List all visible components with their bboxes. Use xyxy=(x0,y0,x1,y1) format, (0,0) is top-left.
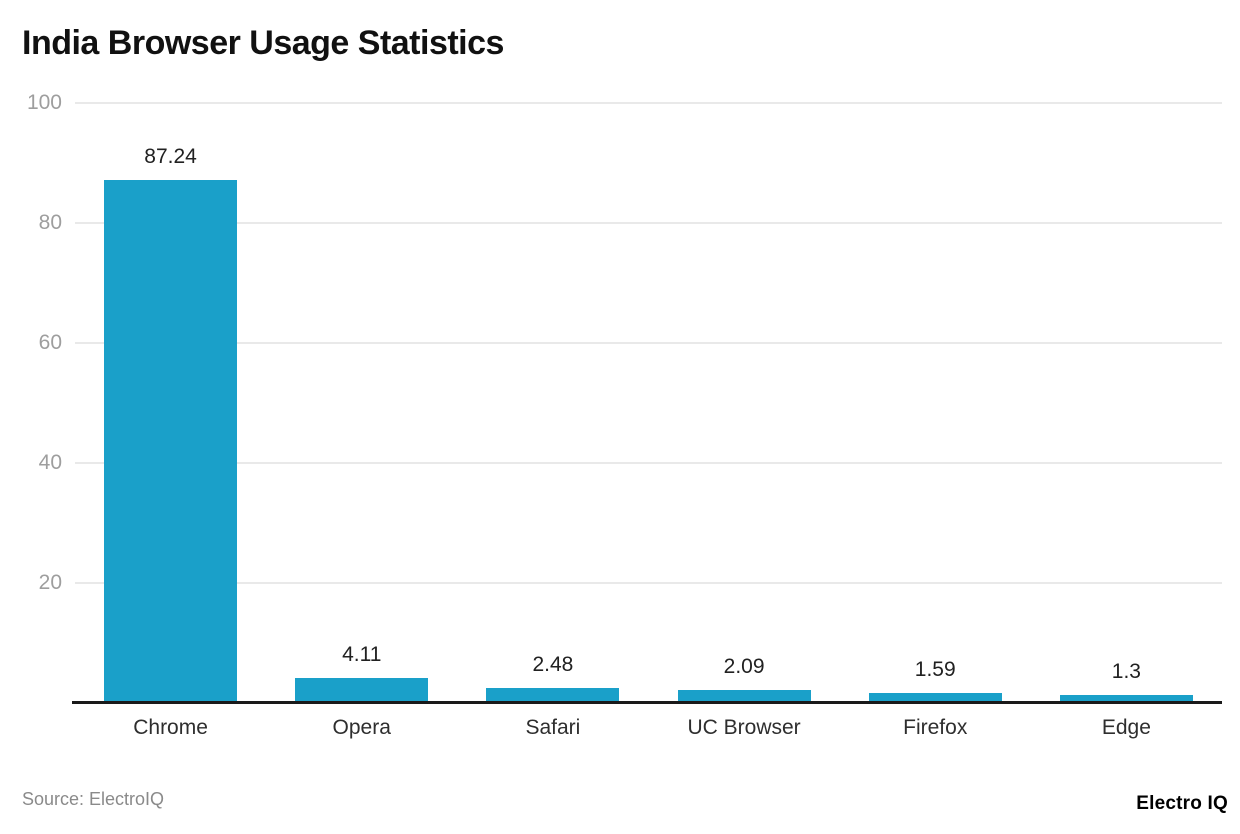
bar-chrome xyxy=(104,179,238,703)
x-axis-label-opera: Opera xyxy=(332,716,391,739)
x-axis-label-edge: Edge xyxy=(1101,716,1151,739)
x-axis-baseline xyxy=(72,701,1222,704)
bar-value-opera: 4.11 xyxy=(342,643,382,667)
y-axis-tick-20: 20 xyxy=(38,571,62,594)
gridline-60 xyxy=(75,342,1222,344)
x-axis-label-chrome: Chrome xyxy=(133,716,208,739)
bar-safari xyxy=(486,688,620,703)
y-axis-tick-80: 80 xyxy=(38,211,62,234)
y-axis-tick-100: 100 xyxy=(26,91,62,114)
bar-value-safari: 2.48 xyxy=(532,653,574,677)
gridline-100 xyxy=(75,102,1222,104)
bar-value-edge: 1.3 xyxy=(1111,660,1141,684)
bar-edge xyxy=(1059,695,1193,703)
source-note: Source: ElectroIQ xyxy=(22,789,165,809)
bar-value-firefox: 1.59 xyxy=(914,658,956,682)
bar-uc-browser xyxy=(677,690,811,703)
gridline-40 xyxy=(75,462,1222,464)
brand-logo: Electro IQ xyxy=(1136,793,1228,814)
x-axis-label-uc-browser: UC Browser xyxy=(687,716,801,739)
bar-firefox xyxy=(868,693,1002,703)
gridline-20 xyxy=(75,582,1222,584)
y-axis-tick-40: 40 xyxy=(38,451,62,474)
gridline-80 xyxy=(75,222,1222,224)
bar-opera xyxy=(295,678,429,703)
bar-value-chrome: 87.24 xyxy=(144,144,197,168)
x-axis-label-firefox: Firefox xyxy=(903,716,968,739)
x-axis-label-safari: Safari xyxy=(525,716,581,739)
y-axis-tick-60: 60 xyxy=(38,331,62,354)
bar-value-uc-browser: 2.09 xyxy=(723,655,765,679)
chart-title: India Browser Usage Statistics xyxy=(22,24,504,62)
